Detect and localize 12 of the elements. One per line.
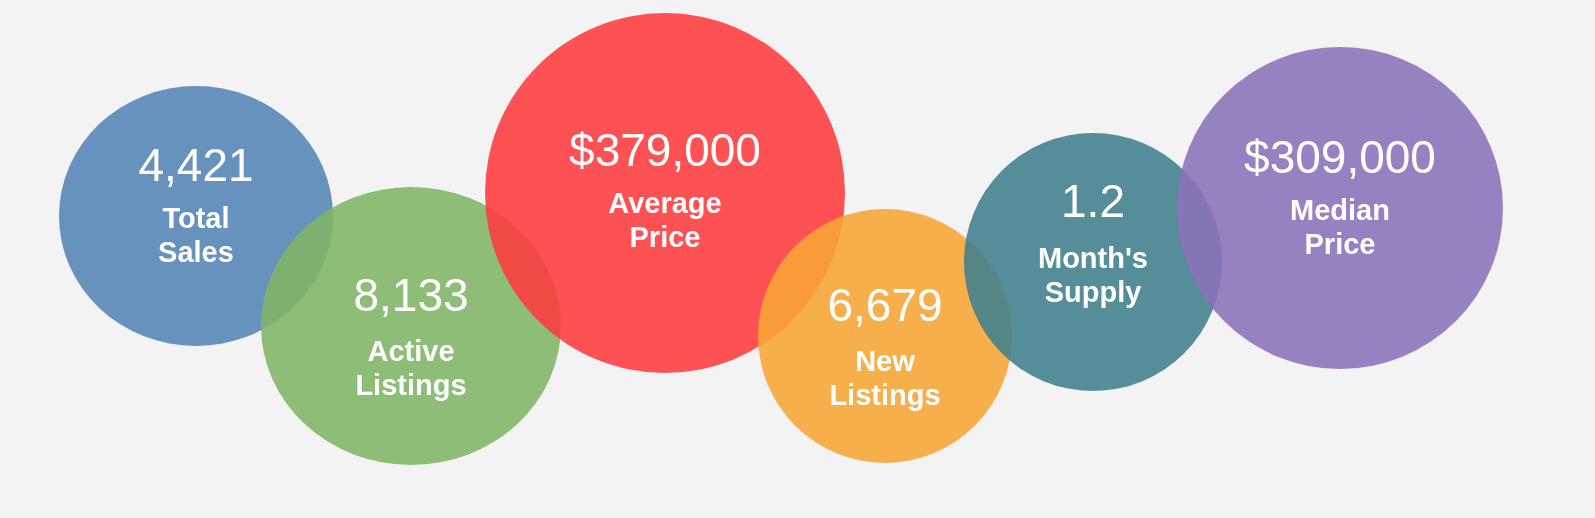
data-label: $379,000 [569,124,761,176]
category-label: Month's Supply [1038,242,1148,308]
data-label: 4,421 [138,139,254,191]
category-label: Active Listings [355,335,467,401]
data-label: $309,000 [1244,131,1436,183]
category-label: Total Sales [158,202,234,268]
category-label: Median Price [1290,194,1390,260]
category-label: New Listings [829,345,941,411]
category-label: Average Price [608,187,722,253]
data-label: 8,133 [353,269,469,321]
data-label: 6,679 [827,279,943,331]
data-label: 1.2 [1061,175,1125,227]
